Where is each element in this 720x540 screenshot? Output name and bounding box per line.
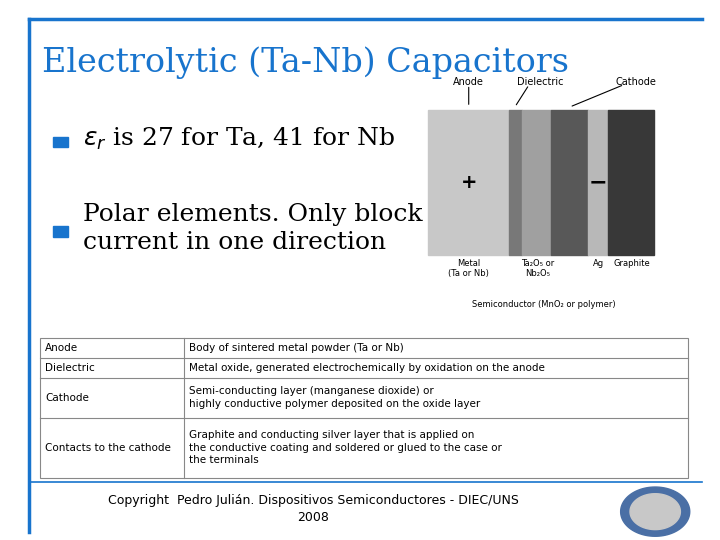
Bar — [608, 110, 654, 255]
Text: $\varepsilon_r$ is 27 for Ta, 41 for Nb: $\varepsilon_r$ is 27 for Ta, 41 for Nb — [83, 126, 395, 152]
Bar — [40, 338, 688, 478]
Bar — [53, 226, 68, 237]
Text: Dielectric: Dielectric — [518, 77, 564, 87]
Polygon shape — [630, 494, 680, 530]
Text: Anode: Anode — [454, 77, 484, 87]
Bar — [551, 110, 588, 255]
Text: +: + — [461, 173, 477, 192]
Text: Cathode: Cathode — [616, 77, 656, 87]
Bar — [509, 110, 522, 255]
Bar — [53, 137, 68, 147]
Text: Metal oxide, generated electrochemically by oxidation on the anode: Metal oxide, generated electrochemically… — [189, 362, 545, 373]
Text: Electrolytic (Ta-Nb) Capacitors: Electrolytic (Ta-Nb) Capacitors — [42, 46, 569, 78]
Text: Metal
(Ta or Nb): Metal (Ta or Nb) — [449, 259, 489, 279]
Polygon shape — [621, 487, 690, 536]
Bar — [588, 110, 608, 255]
Bar — [522, 110, 551, 255]
Text: Anode: Anode — [45, 342, 78, 353]
Text: Ta₂O₅ or
Nb₂O₅: Ta₂O₅ or Nb₂O₅ — [521, 259, 554, 279]
Text: Dielectric: Dielectric — [45, 362, 95, 373]
Text: Copyright  Pedro Julián. Dispositivos Semiconductores - DIEC/UNS
2008: Copyright Pedro Julián. Dispositivos Sem… — [108, 494, 518, 524]
Text: Graphite: Graphite — [613, 259, 650, 268]
Text: Body of sintered metal powder (Ta or Nb): Body of sintered metal powder (Ta or Nb) — [189, 342, 404, 353]
Text: Semi-conducting layer (manganese dioxide) or
highly conductive polymer deposited: Semi-conducting layer (manganese dioxide… — [189, 387, 481, 409]
Text: Semiconductor (MnO₂ or polymer): Semiconductor (MnO₂ or polymer) — [472, 300, 616, 309]
Bar — [428, 110, 509, 255]
Text: Contacts to the cathode: Contacts to the cathode — [45, 443, 171, 453]
Text: Cathode: Cathode — [45, 393, 89, 403]
Text: Polar elements. Only block
current in one direction: Polar elements. Only block current in on… — [83, 203, 423, 254]
Text: −: − — [589, 172, 608, 192]
Text: Ag: Ag — [593, 259, 604, 268]
Text: Graphite and conducting silver layer that is applied on
the conductive coating a: Graphite and conducting silver layer tha… — [189, 430, 503, 465]
